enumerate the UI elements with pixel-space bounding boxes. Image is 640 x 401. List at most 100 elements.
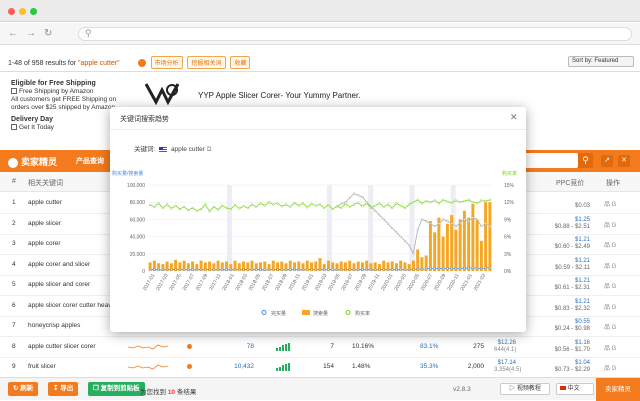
rate-line-point [335,205,339,208]
purchase-line-point [408,268,411,272]
sponsored-banner-title[interactable]: YYP Apple Slicer Corer- Your Yummy Partn… [198,91,361,100]
row-keyword[interactable]: apple slicer [28,219,61,227]
back-icon[interactable]: ← [8,28,18,39]
y2-tick-label: 9% [504,217,512,223]
rate-line-point [165,203,169,206]
bar [182,260,186,271]
purchase-line-point [467,267,470,270]
row-actions[interactable]: 品 G [604,366,617,372]
trend-line-point [340,202,343,206]
y2-tick-label: 15% [504,183,515,189]
bar [390,261,394,271]
rate-line-point [340,206,343,210]
row-keyword[interactable]: honeycrisp apples [28,322,81,329]
row-ppc: $1.21 $0.61 - $2.31 [548,278,590,292]
purchase-line-point [446,267,449,270]
purchase-line-point [280,268,283,271]
row-keyword[interactable]: fruit slicer [28,363,56,370]
trend-line-point [374,209,377,212]
row-reviews: 644(4.1) [494,346,517,353]
keyword-label: 关键词: [134,146,156,153]
rate-line-point [233,203,237,207]
checkbox-icon[interactable] [11,124,17,131]
rate-line-point [199,207,203,211]
trend-line-point [480,225,483,228]
rate-line-point [242,205,245,208]
bar [293,262,297,271]
y2-tick-label: 3% [504,252,512,258]
product-query-menu[interactable]: 产品查询 [76,158,104,165]
table-row[interactable]: 9 fruit slicer 10,432 154 1.48% 35.3% 2,000 $17… [0,356,640,378]
search-icon[interactable]: ⚲ [578,153,593,168]
bar [310,262,313,271]
purchase-line-point [344,268,347,271]
row-actions[interactable]: 品 G [604,304,617,311]
purchase-line-point [314,268,317,271]
row-pct: 1.48% [352,363,371,370]
close-icon[interactable]: ✕ [510,112,518,122]
purchase-line-point [357,268,360,271]
row-keyword[interactable]: apple slicer corer cutter heavy d [28,301,121,309]
row-keyword[interactable]: apple slicer and corer [28,281,91,288]
bar [335,263,339,271]
row-actions[interactable]: 品 G [604,345,617,352]
row-keyword[interactable]: apple cutter [28,199,62,206]
free-shipping-option[interactable]: Free Shipping by Amazon [11,88,121,96]
ppc-value: $1.25 [574,216,590,223]
y-tick-label: 40,000 [130,235,146,241]
delivery-option[interactable]: Get It Today [11,124,121,132]
close-window-button[interactable] [8,8,15,15]
minimize-window-button[interactable] [19,8,26,15]
promo-button[interactable]: 卖家精灵 [596,378,640,401]
col-keyword[interactable]: 相关关键词 [28,180,63,187]
expand-icon[interactable]: ↗ [601,155,613,167]
row-actions[interactable]: 品 G [604,202,617,208]
language-select[interactable]: 中文 [556,383,594,395]
purchase-line-point [191,268,194,271]
export-button[interactable]: ↧ 导出 [48,382,79,396]
video-tutorial-button[interactable]: ▷ 视频教程 [500,383,550,395]
purchase-line-point [246,268,249,271]
bar [314,261,318,271]
y-tick-label: 100,000 [127,183,145,189]
trend-line-point [433,225,436,228]
related-keywords-button[interactable]: 挖掘相关词 [187,56,226,69]
status-dot-icon [187,343,192,349]
rate-line-point [323,206,326,210]
purchase-line-point [429,267,432,270]
rate-line-point [416,198,419,202]
row-keyword[interactable]: apple corer and slicer [28,260,91,268]
col-ppc[interactable]: PPC竞价 [556,180,585,187]
address-bar[interactable]: ⚲ [78,27,632,41]
forward-icon[interactable]: → [26,28,36,39]
row-keyword[interactable]: apple cutter slicer corer [28,342,96,350]
row-actions[interactable]: 品 G [604,325,617,331]
external-link-icon[interactable]: ⧉ [206,146,212,153]
row-actions[interactable]: 品 G [604,263,617,270]
row-actions[interactable]: 品 G [604,243,617,249]
rate-line-point [391,206,394,210]
sort-dropdown[interactable]: Sort by: Featured [568,56,634,67]
row-actions[interactable]: 品 G [604,284,617,290]
bar [377,264,381,271]
trend-line-point [467,219,470,223]
row-keyword[interactable]: apple corer [28,240,61,247]
row-actions[interactable]: 品 G [604,222,617,229]
refresh-button[interactable]: ↻ 刷新 [8,382,39,396]
rate-line-point [395,202,398,205]
reload-icon[interactable]: ↻ [44,28,53,39]
highlight-band [450,185,456,271]
row-mom: 154 [323,363,334,370]
table-row[interactable]: 8 apple cutter slicer corer 78 7 10.16% 83.1%… [0,336,640,358]
bar [339,261,343,271]
purchase-line-point [488,266,492,269]
checkbox-icon[interactable] [11,88,17,95]
favorite-button[interactable]: 收藏 [230,56,251,69]
rate-line-point [314,204,317,207]
maximize-window-button[interactable] [30,8,37,15]
close-icon[interactable]: ✕ [618,155,630,167]
copy-clipboard-button[interactable]: ❐ 复制到剪贴板 [88,382,145,396]
market-analysis-button[interactable]: 市场分析 [150,56,183,69]
purchase-line-point [284,268,288,271]
table-row[interactable]: 7 honeycrisp apples $0.55 $0.24 - $0.98 品 G [0,315,640,337]
